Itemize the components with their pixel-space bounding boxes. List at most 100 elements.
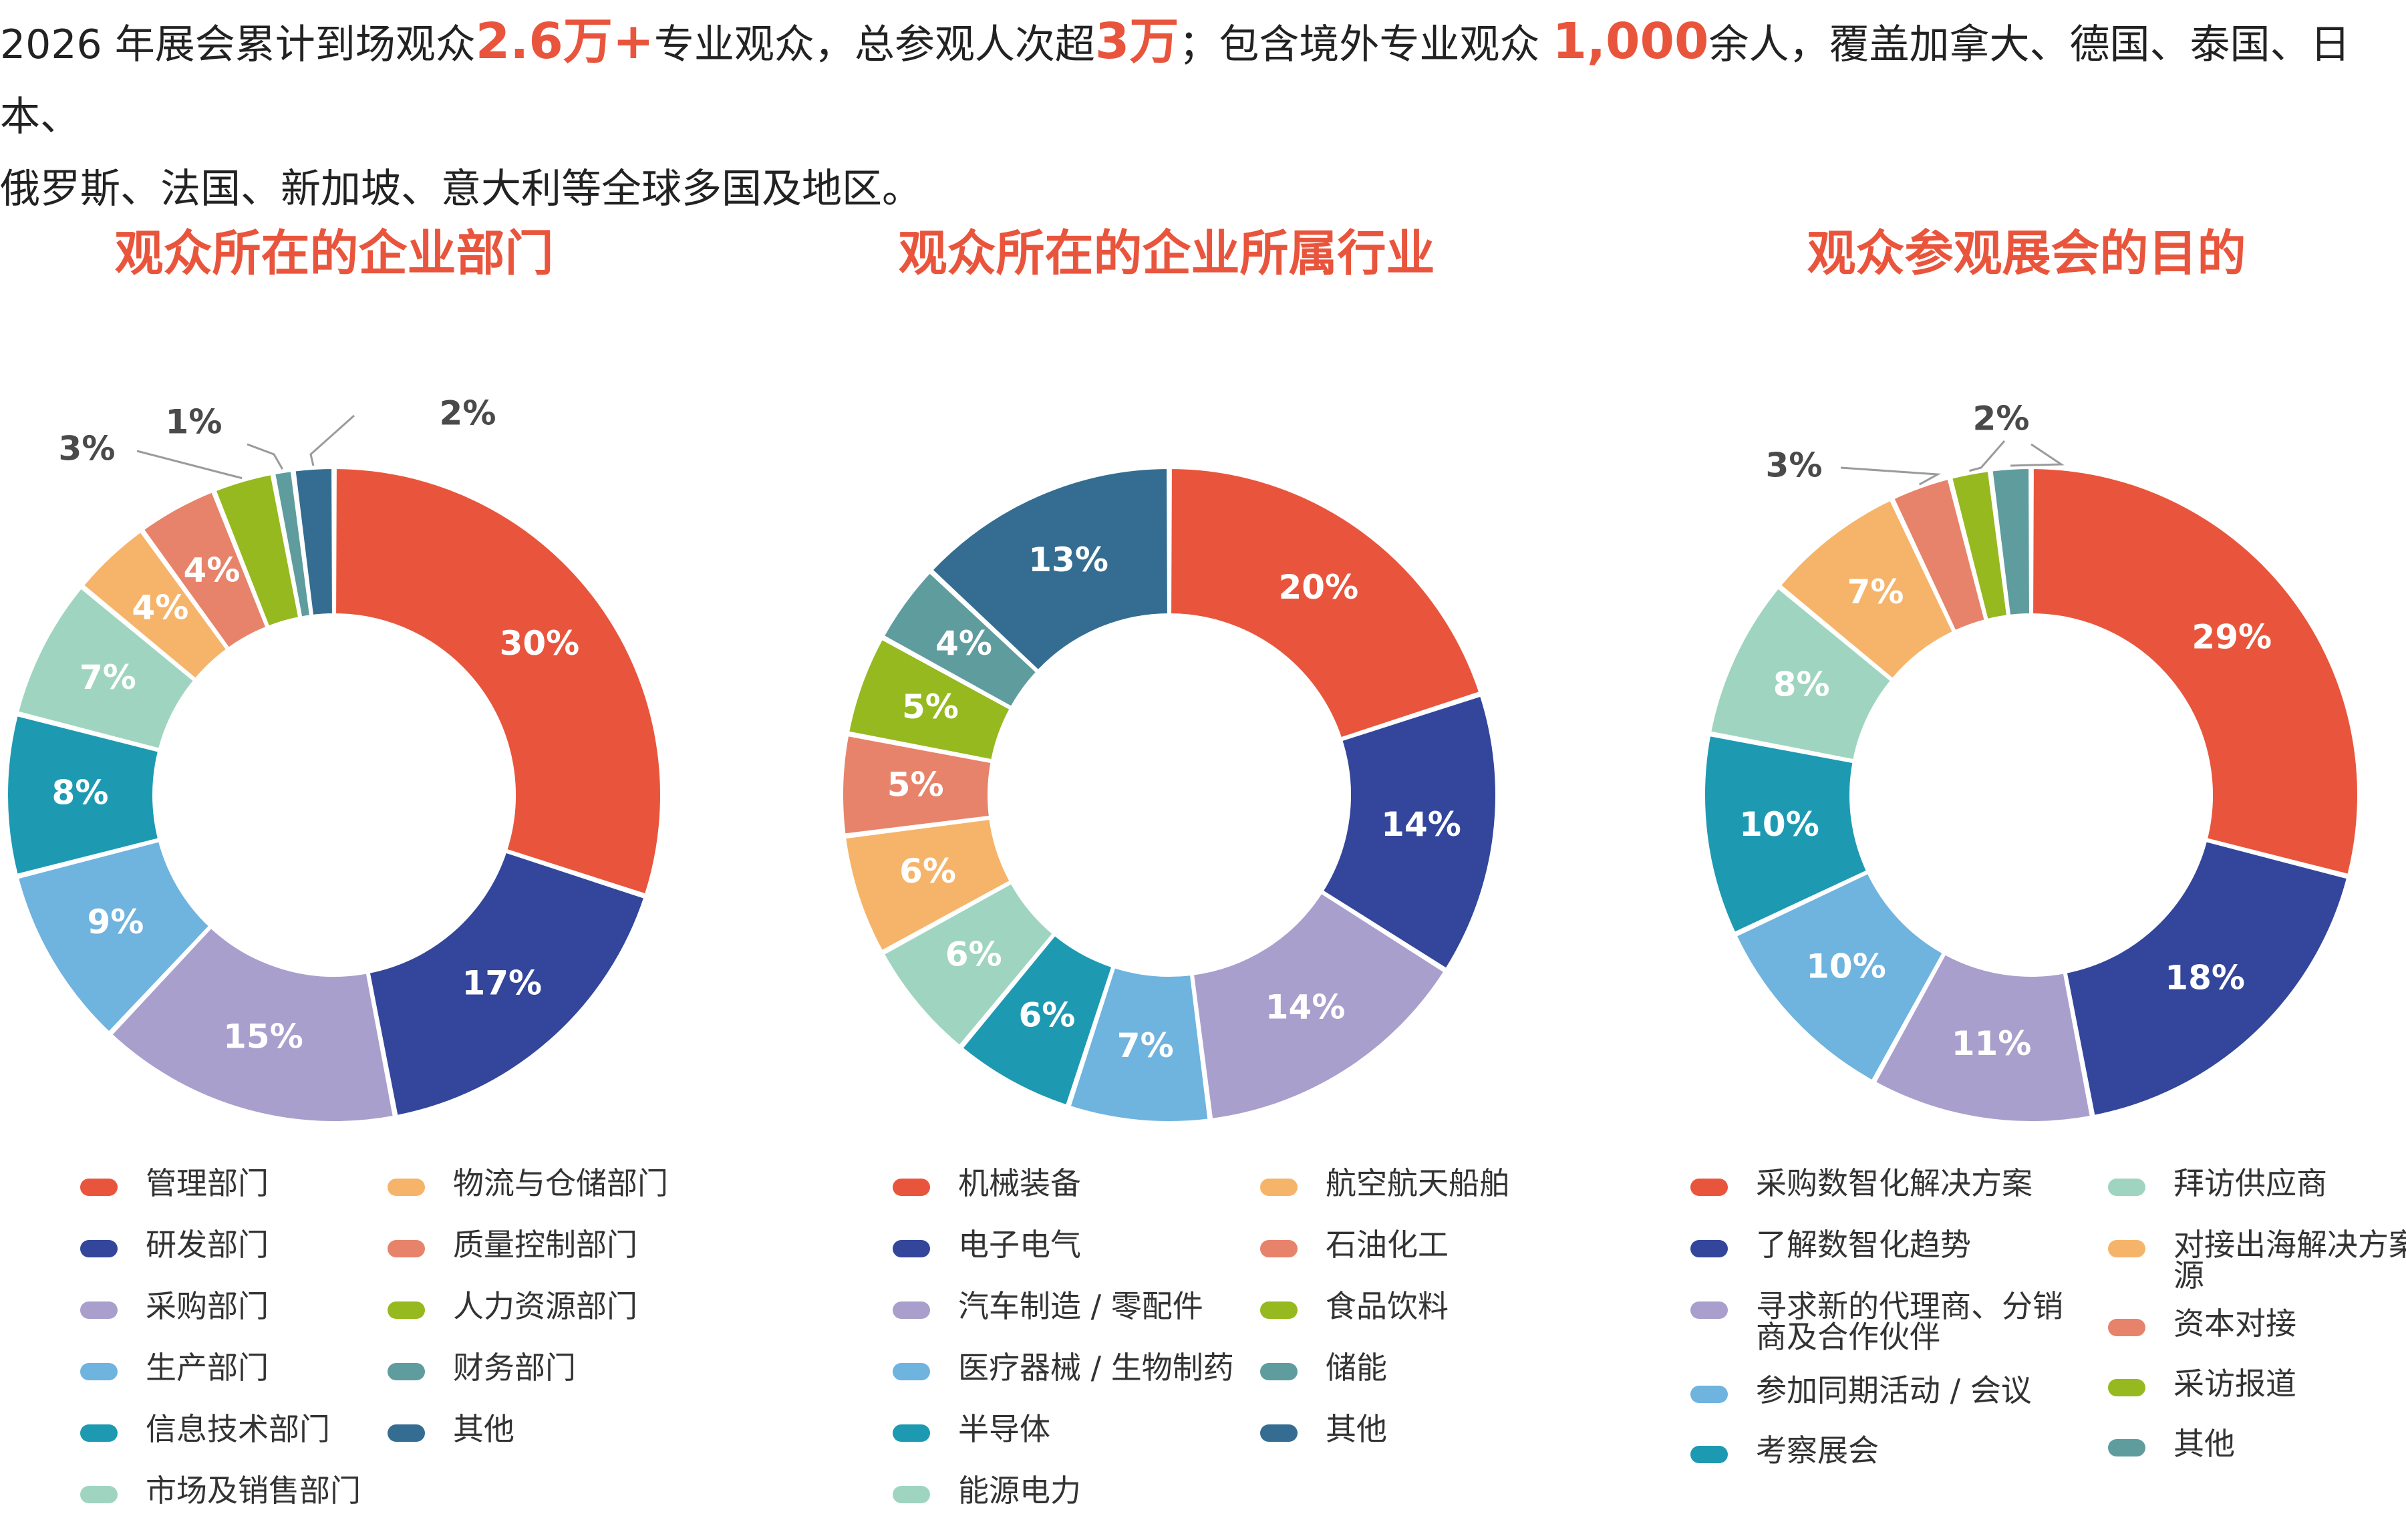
legend-swatch — [80, 1179, 118, 1196]
legend-swatch — [388, 1301, 425, 1319]
legend-label: 电子电气 — [958, 1227, 1081, 1263]
legend-label: 其他 — [1326, 1411, 1387, 1447]
slice-label-4: 7% — [1117, 1026, 1174, 1065]
slice-label-11: 2% — [440, 394, 496, 433]
leader-line-9 — [1969, 440, 2006, 472]
slice-label-3: 14% — [1265, 987, 1346, 1026]
donut-slice-10 — [881, 570, 1040, 710]
legend-label: 参加同期活动 / 会议 — [1756, 1372, 2032, 1408]
donut-slice-7 — [1777, 497, 1956, 681]
slice-label-6: 6% — [945, 935, 1002, 974]
donut-slice-3 — [109, 925, 396, 1124]
slice-label-7: 6% — [899, 852, 956, 891]
slice-label-7: 7% — [1847, 573, 1904, 611]
leader-line-10 — [2010, 443, 2065, 467]
donut-slice-7 — [80, 528, 230, 681]
donut-slice-11 — [293, 466, 335, 618]
slice-label-4: 9% — [87, 903, 144, 941]
donut-chart-purpose: 29% 18% 11% 10% 10% 8% 7% 3% 2% — [1702, 400, 2360, 1124]
legend-label: 其他 — [453, 1411, 514, 1447]
donut-slice-9 — [846, 636, 1013, 762]
slice-label-5: 6% — [1018, 995, 1075, 1034]
slice-label-3: 15% — [223, 1017, 303, 1056]
donut-slice-2 — [1320, 693, 1498, 971]
intro-text-1: 2026 年展会累计到场观众 — [0, 21, 476, 68]
slice-label-6: 7% — [80, 658, 136, 697]
legend-swatch — [1260, 1240, 1298, 1257]
chart-title-industry: 观众所在的企业所属行业 — [898, 225, 1435, 282]
legend-label: 拜访供应商 — [2173, 1165, 2327, 1201]
donut-slice-2 — [2064, 838, 2350, 1118]
legend-label: 研发部门 — [146, 1227, 269, 1263]
donut-slice-3 — [1872, 951, 2093, 1124]
legend-swatch — [80, 1240, 118, 1257]
slice-label-8: 3% — [1766, 446, 1823, 485]
slice-label-2: 14% — [1381, 805, 1461, 844]
donut-slice-6 — [15, 585, 197, 752]
legend-label: 采购数智化解决方案 — [1756, 1165, 2033, 1201]
intro-paragraph: 2026 年展会累计到场观众2.6万+专业观众，总参观人次超3万；包含境外专业观… — [0, 5, 2405, 225]
donut-slice-4 — [15, 838, 212, 1035]
slice-label-8: 4% — [183, 551, 240, 590]
legend-swatch — [2108, 1240, 2145, 1257]
legend-swatch — [1260, 1179, 1298, 1196]
legend-label: 财务部门 — [453, 1350, 576, 1386]
donut-slice-5 — [5, 713, 161, 877]
legend-swatch — [80, 1301, 118, 1319]
legend-label: 对接出海解决方案相关资源 — [2173, 1227, 2406, 1293]
donut-slice-6 — [881, 881, 1056, 1049]
legend-label: 石油化工 — [1326, 1227, 1449, 1263]
slice-label-6: 8% — [1773, 665, 1830, 704]
legend-swatch — [1690, 1386, 1728, 1403]
donut-slice-8 — [841, 733, 994, 836]
legend-swatch — [2108, 1379, 2145, 1396]
legend-swatch — [1260, 1363, 1298, 1380]
legend-label: 信息技术部门 — [146, 1411, 330, 1447]
donut-slice-6 — [1708, 585, 1894, 762]
donut-slice-5 — [1702, 733, 1869, 935]
slice-label-11: 13% — [1028, 541, 1108, 579]
slice-label-1: 30% — [500, 624, 580, 663]
donut-slice-10 — [272, 468, 313, 619]
donut-slice-1 — [333, 466, 663, 897]
legend-swatch — [893, 1486, 930, 1503]
donut-slice-7 — [843, 816, 1013, 954]
donut-slice-11 — [929, 466, 1170, 673]
donut-slice-9 — [1949, 468, 2010, 622]
legend-label: 考察展会 — [1756, 1432, 1879, 1469]
intro-text-4: 余人，覆盖加拿大、德国、泰国、日本、 — [0, 21, 2351, 140]
legend-swatch — [388, 1240, 425, 1257]
leader-line-8 — [1840, 466, 1942, 486]
legend-swatch — [893, 1179, 930, 1196]
legend-swatch — [893, 1301, 930, 1319]
donut-slice-8 — [140, 489, 269, 651]
legend-swatch — [893, 1240, 930, 1257]
legend-label: 能源电力 — [958, 1473, 1081, 1509]
legend-label: 采访报道 — [2173, 1366, 2296, 1402]
leader-line-11 — [309, 414, 355, 466]
legend-label: 管理部门 — [146, 1165, 269, 1201]
legend-swatch — [1690, 1446, 1728, 1463]
legend-swatch — [1260, 1424, 1298, 1442]
legend-label: 半导体 — [958, 1411, 1050, 1447]
donut-chart-department: 30% 17% 15% 9% 8% 7% 4%4% 3% 1% 2% — [5, 394, 663, 1124]
donut-slice-1 — [2031, 466, 2360, 877]
legend-label: 人力资源部门 — [453, 1288, 637, 1324]
legend-swatch — [80, 1424, 118, 1442]
legend-swatch — [1690, 1301, 1728, 1319]
legend-label: 采购部门 — [146, 1288, 269, 1324]
legend-swatch — [893, 1363, 930, 1380]
legend-swatch — [388, 1363, 425, 1380]
legend-swatch — [80, 1486, 118, 1503]
intro-text-2: 专业观众，总参观人次超 — [653, 21, 1095, 68]
slice-label-10: 4% — [935, 624, 992, 663]
slice-label-1: 29% — [2192, 618, 2272, 657]
slice-label-9: 2% — [1973, 400, 2030, 438]
legend-label: 生产部门 — [146, 1350, 269, 1386]
chart-title-purpose: 观众参观展会的目的 — [1807, 225, 2246, 282]
legend-label: 医疗器械 / 生物制药 — [958, 1350, 1234, 1386]
legend-label: 物流与仓储部门 — [453, 1165, 668, 1201]
legend-label: 市场及销售部门 — [146, 1473, 361, 1509]
donut-slice-1 — [1169, 466, 1482, 741]
legend-label: 食品饮料 — [1326, 1288, 1449, 1324]
